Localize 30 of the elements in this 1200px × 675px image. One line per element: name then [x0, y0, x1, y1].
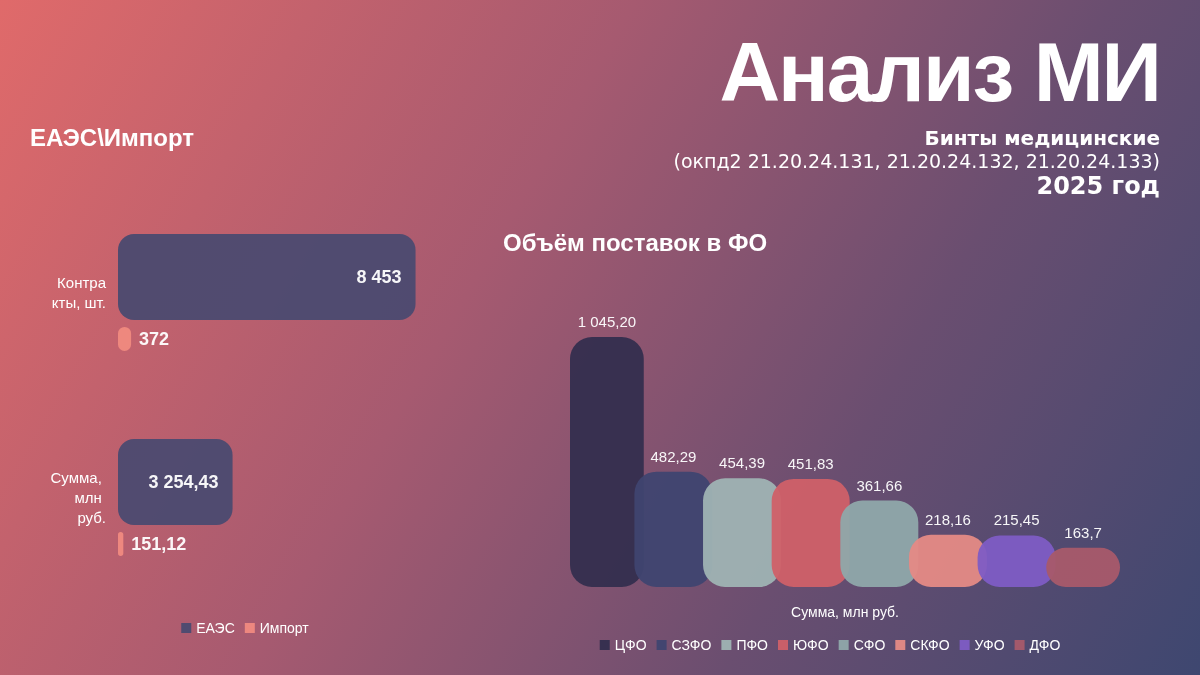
text: 2025 год — [1035, 172, 1160, 200]
text: Анализ МИ — [718, 25, 1160, 119]
data-label: 3 254,43 — [148, 472, 219, 493]
data-label: 451,83 — [787, 454, 834, 472]
data-label: 482,29 — [650, 447, 697, 465]
data-label: 372 — [139, 328, 170, 349]
legend-label: СКФО — [910, 637, 950, 653]
legend-label: ДФО — [1029, 637, 1061, 653]
data-label: 454,39 — [719, 454, 765, 472]
text: Бинты медицинские — [923, 126, 1160, 150]
legend-label: ЦФО — [614, 637, 647, 653]
y-tick-label: Контракты, шт. — [51, 274, 107, 311]
text: (окпд2 21.20.24.131, 21.20.24.132, 21.20.24.133) — [672, 150, 1160, 172]
legend-label: ПФО — [736, 637, 769, 653]
data-label: 361,66 — [856, 476, 903, 494]
legend-label: УФО — [974, 637, 1005, 653]
data-label: 1 045,20 — [577, 313, 637, 331]
data-label: 218,16 — [925, 510, 971, 528]
legend-label: ЕАЭС — [196, 620, 235, 636]
legend-label: СФО — [853, 637, 886, 653]
data-label: 151,12 — [131, 533, 187, 554]
legend-label: СЗФО — [671, 637, 712, 653]
chart-title: ЕАЭС\Импорт — [30, 123, 195, 151]
data-label: 163,7 — [1064, 523, 1102, 541]
legend-label: ЮФО — [792, 637, 829, 653]
x-axis-title: Сумма, млн руб. — [791, 604, 899, 620]
legend-label: Импорт — [259, 620, 310, 636]
data-label: 215,45 — [993, 511, 1040, 529]
data-label: 8 453 — [356, 267, 402, 288]
chart-title: Объём поставок в ФО — [503, 228, 768, 256]
